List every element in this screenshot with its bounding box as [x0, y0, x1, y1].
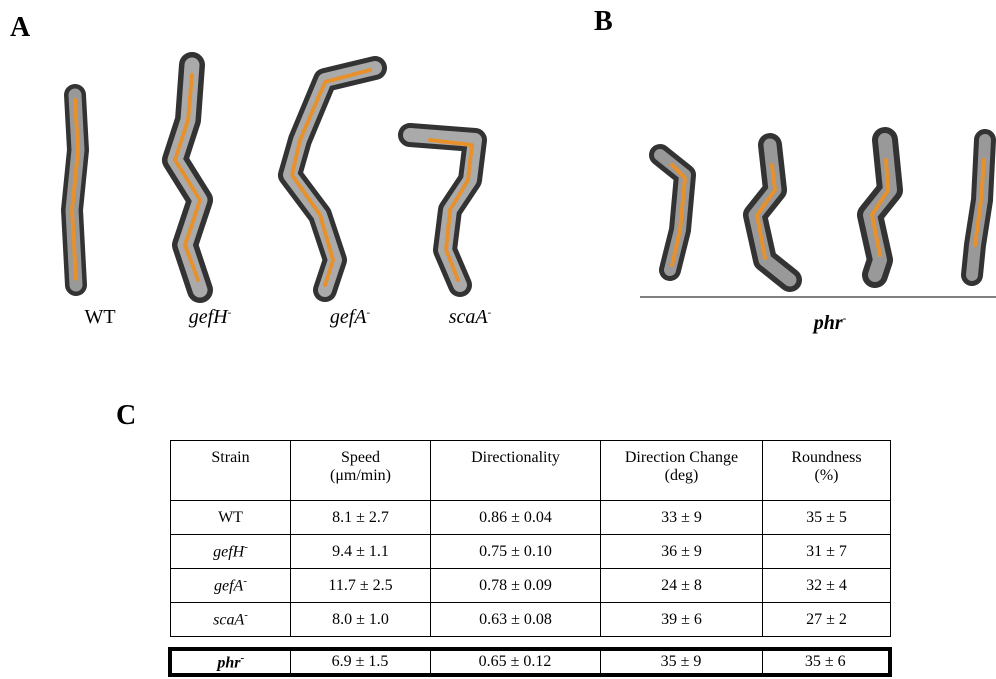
- superscript: -: [843, 312, 847, 324]
- table-cell: gefA-: [171, 569, 291, 603]
- header-cell: Strain: [171, 441, 291, 501]
- header-cell: Speed (μm/min): [291, 441, 431, 501]
- table-cell: 8.1 ± 2.7: [291, 501, 431, 535]
- panel-label: A: [10, 12, 30, 44]
- header-cell: Direction Change (deg): [601, 441, 763, 501]
- strain-name: gefH: [189, 306, 228, 328]
- table-cell: 35 ± 6: [762, 649, 890, 675]
- table-cell: 11.7 ± 2.5: [291, 569, 431, 603]
- strain-name: WT: [218, 509, 243, 526]
- table-cell: WT: [171, 501, 291, 535]
- superscript: -: [488, 306, 492, 318]
- strain-label: scaA-: [410, 306, 530, 329]
- table-cell: 8.0 ± 1.0: [291, 603, 431, 637]
- strain-label: gefH-: [150, 306, 270, 329]
- strain-name: scaA: [213, 612, 244, 629]
- strain-label: gefA-: [290, 306, 410, 329]
- table-cell: 0.65 ± 0.12: [430, 649, 600, 675]
- strain-name: gefA: [214, 578, 243, 595]
- table-cell: 35 ± 9: [600, 649, 762, 675]
- table-cell: 32 ± 4: [763, 569, 891, 603]
- track-gefa: [290, 68, 375, 290]
- superscript: -: [243, 575, 247, 587]
- table-cell: 0.75 ± 0.10: [431, 535, 601, 569]
- header-cell: Directionality: [431, 441, 601, 501]
- panel-label: B: [594, 6, 613, 38]
- table-cell: 0.78 ± 0.09: [431, 569, 601, 603]
- table-cell: 31 ± 7: [763, 535, 891, 569]
- track-scaa: [410, 135, 475, 285]
- table-cell: 39 ± 6: [601, 603, 763, 637]
- table-cell: 9.4 ± 1.1: [291, 535, 431, 569]
- table-cell: 0.86 ± 0.04: [431, 501, 601, 535]
- table-cell: 35 ± 5: [763, 501, 891, 535]
- strain-label: WT: [40, 306, 160, 329]
- table-cell: 6.9 ± 1.5: [290, 649, 430, 675]
- strain-name: WT: [84, 306, 115, 328]
- strain-name: scaA: [449, 306, 488, 328]
- header-cell: Roundness (%): [763, 441, 891, 501]
- superscript: -: [228, 306, 232, 318]
- tracks-phr: [660, 140, 985, 280]
- strain-name: phr: [814, 312, 843, 334]
- strain-name: gefH: [213, 544, 244, 561]
- superscript: -: [240, 652, 244, 664]
- table-cell: 33 ± 9: [601, 501, 763, 535]
- table-cell: scaA-: [171, 603, 291, 637]
- superscript: -: [244, 609, 248, 621]
- panel-label: C: [116, 400, 136, 432]
- figure: A B C WTgefH-gefA-scaA- phr- StrainSpeed…: [0, 0, 996, 679]
- table-cell: 36 ± 9: [601, 535, 763, 569]
- table-cell: 24 ± 8: [601, 569, 763, 603]
- superscript: -: [366, 306, 370, 318]
- table-cell: 0.63 ± 0.08: [431, 603, 601, 637]
- superscript: -: [244, 541, 248, 553]
- table-cell: phr-: [170, 649, 290, 675]
- track-gefh: [175, 65, 200, 290]
- table-cell: 27 ± 2: [763, 603, 891, 637]
- track-wt: [72, 95, 78, 285]
- strain-name: gefA: [330, 306, 367, 328]
- strain-label: phr-: [770, 312, 890, 335]
- table-cell: gefH-: [171, 535, 291, 569]
- strain-name: phr: [217, 654, 240, 671]
